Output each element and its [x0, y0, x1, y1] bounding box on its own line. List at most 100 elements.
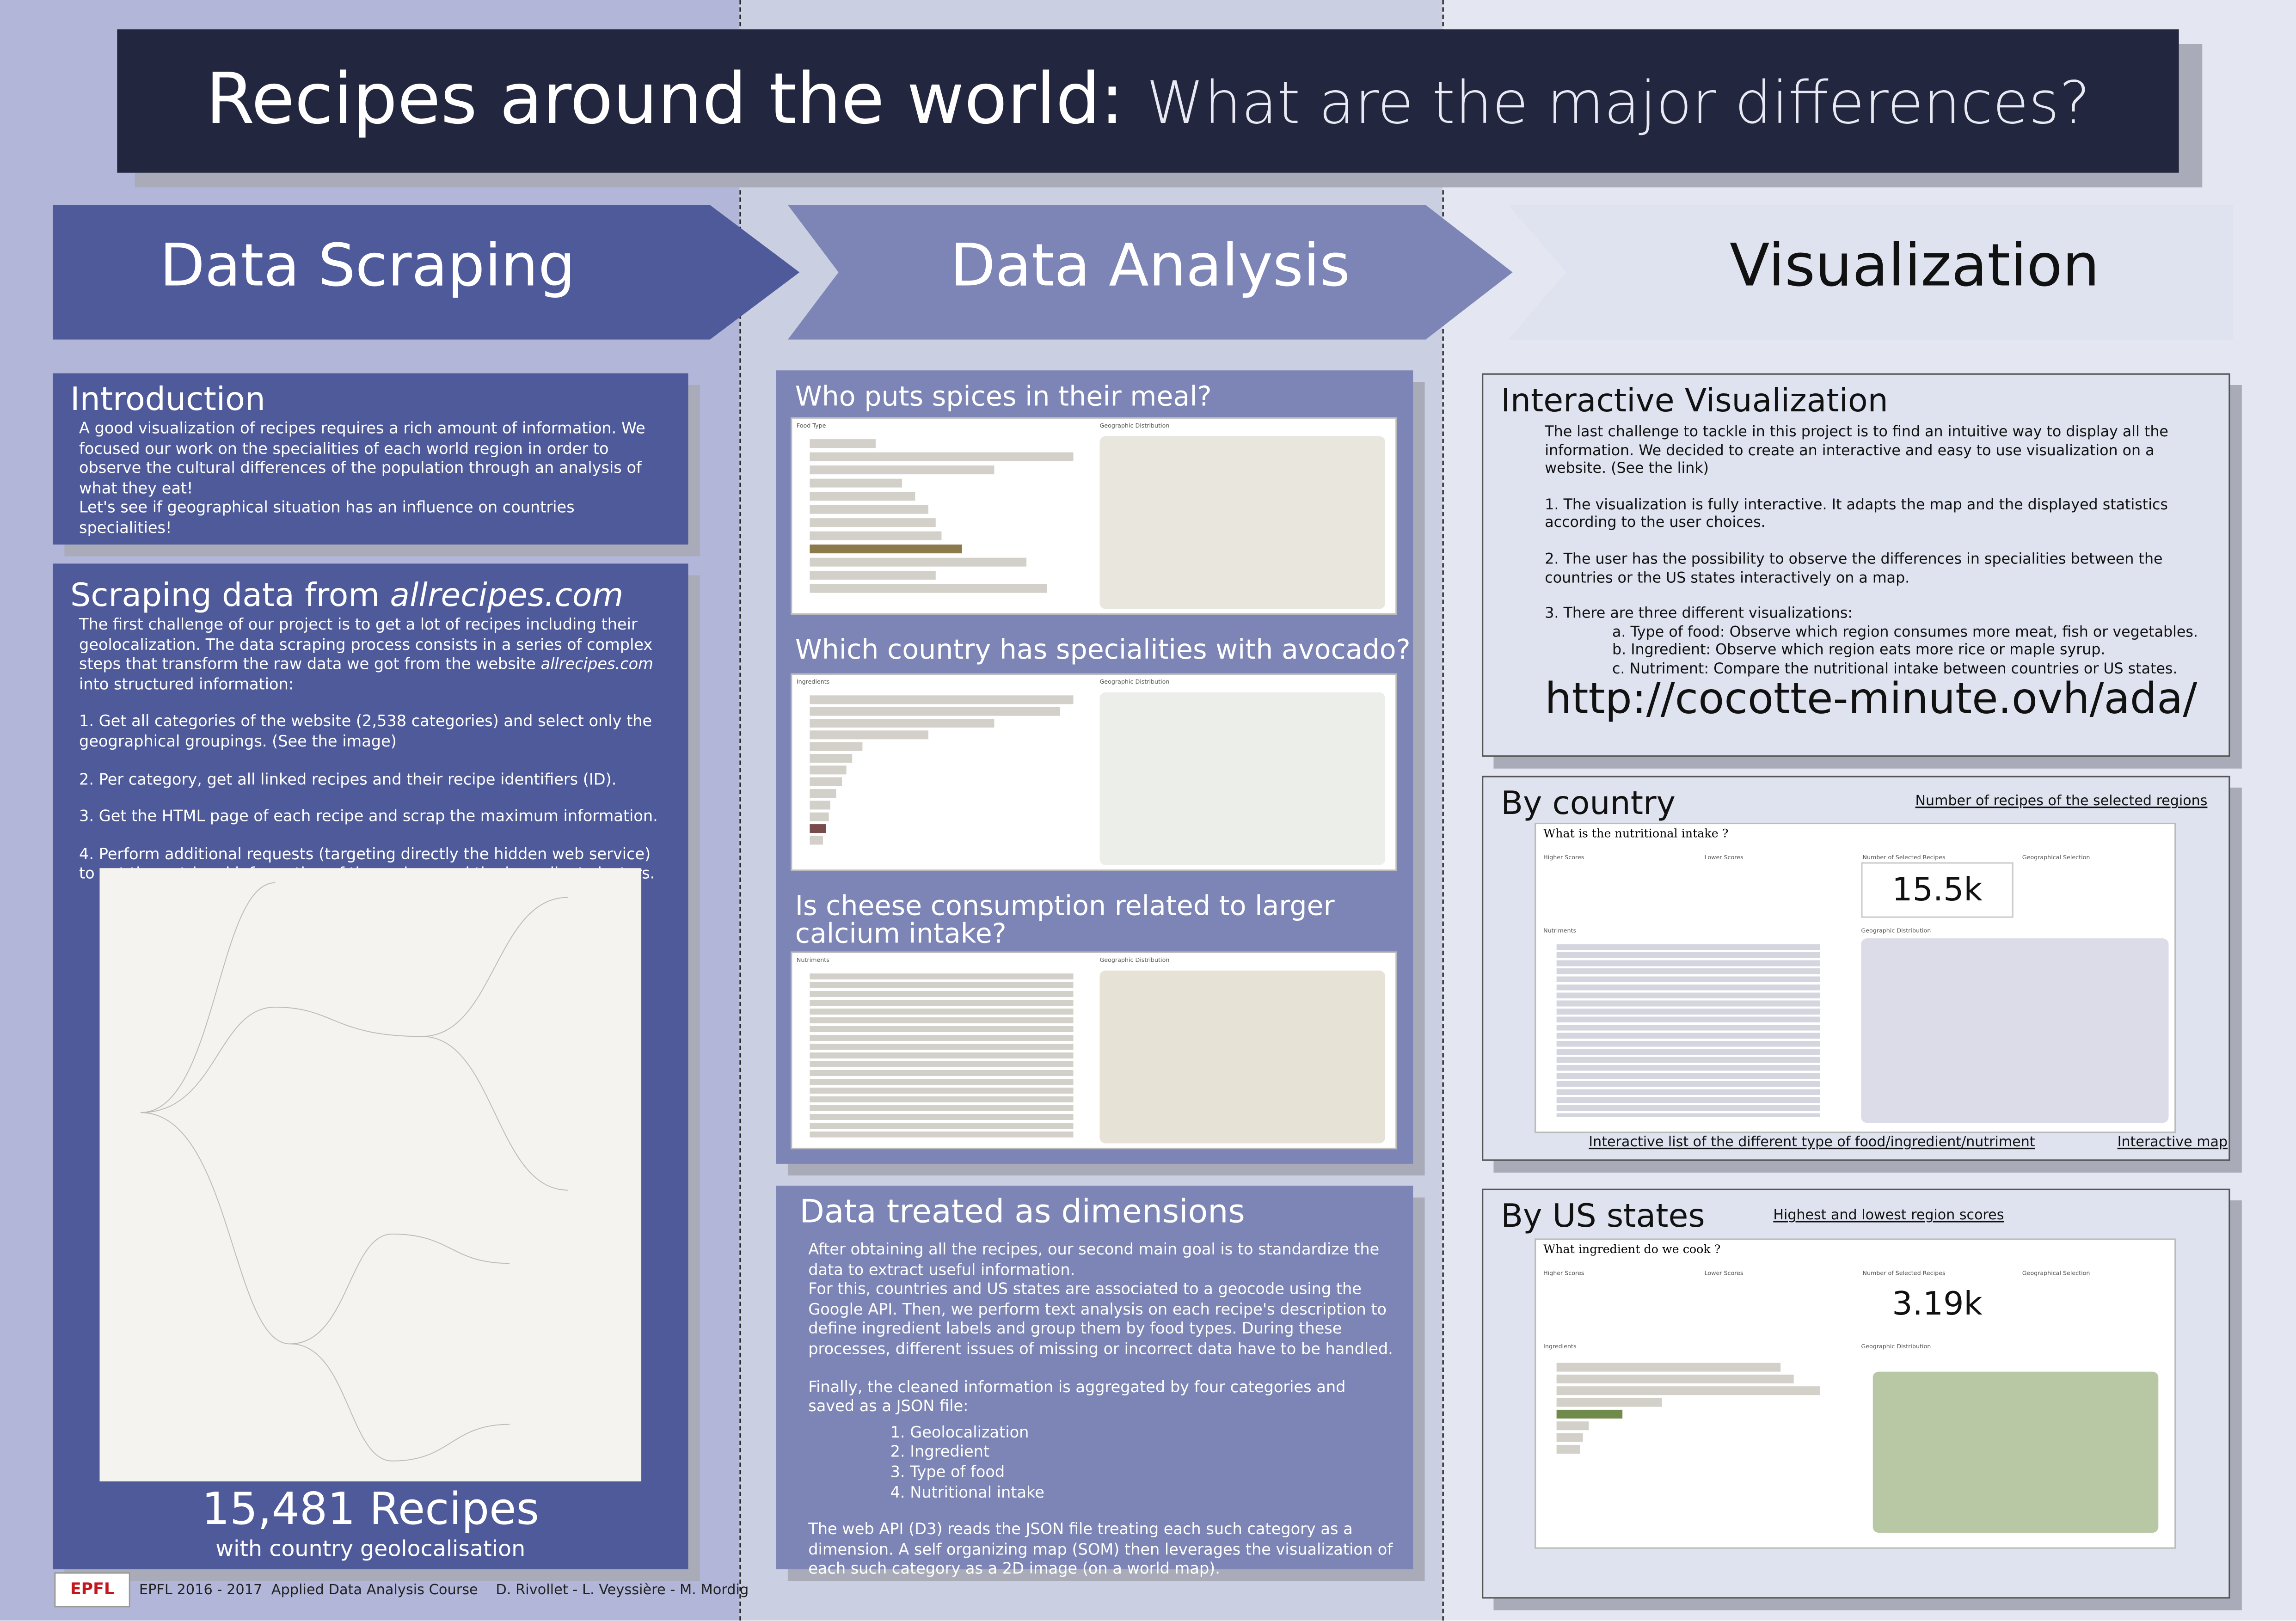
dashboard-label: Lower Scores [1704, 1269, 1743, 1277]
paragraph: After obtaining all the recipes, our sec… [808, 1241, 1380, 1279]
bar-graphic [1556, 1363, 1820, 1454]
sub-list: a. Type of food: Observe which region co… [1612, 625, 2211, 680]
course: EPFL 2016 - 2017 Applied Data Analysis C… [139, 1582, 478, 1599]
map-graphic [1872, 1371, 2159, 1533]
heading-site: allrecipes.com [390, 578, 624, 615]
annotation: Highest and lowest region scores [1773, 1207, 2004, 1224]
chart-screenshot: Nutriments Geographic Distribution [791, 951, 1397, 1150]
step-arrow: Data Scraping [53, 205, 800, 340]
panel-label: Nutriments [796, 956, 829, 963]
dashboard-label: Ingredients [1543, 1342, 1577, 1350]
annotation: Interactive list of the different type o… [1589, 1134, 2035, 1151]
heading: Data treated as dimensions [799, 1194, 1245, 1231]
category-tree [99, 868, 642, 1482]
url[interactable]: http://cocotte-minute.ovh/ada/ [1545, 673, 2198, 723]
dashboard-question: What ingredient do we cook ? [1543, 1242, 1721, 1256]
annotation: Interactive map [2117, 1134, 2228, 1151]
heading: By country [1501, 786, 1676, 823]
dashboard-screenshot: What is the nutritional intake ? Higher … [1535, 822, 2176, 1133]
paragraph: The web API (D3) reads the JSON file tre… [808, 1521, 1393, 1579]
step-label: Data Analysis [950, 232, 1351, 300]
map-graphic [1099, 436, 1386, 609]
bar-graphic [810, 695, 1074, 845]
bar-graphic [810, 973, 1074, 1138]
dashboard-label: Number of Selected Recipes [1862, 1269, 1946, 1277]
dashboard-label: Higher Scores [1543, 853, 1584, 861]
step-label: Data Scraping [160, 232, 576, 300]
heading: By US states [1501, 1199, 1705, 1236]
total-recipes: 15,481 Recipes [202, 1484, 540, 1536]
dashboard-label: Nutriments [1543, 926, 1577, 934]
panel-label: Food Type [796, 422, 826, 429]
dashboard-label: Higher Scores [1543, 1269, 1584, 1277]
panel-label: Ingredients [796, 678, 830, 685]
sub-item: a. Type of food: Observe which region co… [1612, 624, 2198, 641]
list-item: 2. Ingredient [890, 1444, 990, 1462]
introduction-panel: Introduction A good visualization of rec… [53, 373, 688, 545]
map-graphic [1099, 692, 1386, 865]
step-label: Visualization [1729, 232, 2100, 300]
body: The last challenge to tackle in this pro… [1536, 424, 2211, 680]
heading: Scraping data from allrecipes.com [70, 578, 671, 616]
divider [1442, 0, 1444, 1621]
paragraph: A good visualization of recipes requires… [79, 420, 645, 498]
sub-item: c. Nutriment: Compare the nutritional in… [1612, 661, 2178, 678]
visualization-panel: Interactive Visualization The last chall… [1482, 373, 2230, 757]
step-arrow: Data Analysis [787, 205, 1513, 340]
dimensions-panel: Data treated as dimensions After obtaini… [776, 1186, 1413, 1578]
authors: D. Rivollet - L. Veyssière - M. Mordig [496, 1582, 749, 1599]
paragraph: For this, countries and US states are as… [808, 1281, 1393, 1358]
tree-links [141, 882, 568, 1462]
paragraph: Finally, the cleaned information is aggr… [808, 1378, 1346, 1416]
heading: Introduction [70, 382, 265, 419]
dashboard-label: Number of Selected Recipes [1862, 853, 1946, 861]
dashboard-question: What is the nutritional intake ? [1543, 827, 1729, 840]
annotation: Number of recipes of the selected region… [1915, 793, 2208, 810]
list-item: 4. Nutritional intake [890, 1483, 1044, 1501]
paragraph: 1. The visualization is fully interactiv… [1545, 497, 2168, 532]
text: The first challenge of our project is to… [79, 616, 653, 674]
title-bar: Recipes around the world: What are the m… [117, 29, 2179, 173]
map-graphic [1861, 938, 2169, 1123]
dashboard-label: Lower Scores [1704, 853, 1743, 861]
dashboard-label: Geographical Selection [2022, 1269, 2090, 1277]
dashboard-screenshot: What ingredient do we cook ? Higher Scor… [1535, 1238, 2176, 1549]
step-arrow: Visualization [1508, 205, 2233, 340]
divider [739, 0, 741, 1621]
sub-item: b. Ingredient: Observe which region eats… [1612, 643, 2106, 660]
paragraph: Let's see if geographical situation has … [79, 500, 575, 538]
dashboard-label: Geographical Selection [2022, 853, 2090, 861]
title: Recipes around the world: [205, 58, 1124, 141]
text: allrecipes.com [540, 656, 653, 674]
big-number: 15.5k [1861, 862, 2014, 918]
chart-screenshot: Food Type Geographic Distribution [791, 417, 1397, 615]
paragraph: The last challenge to tackle in this pro… [1545, 424, 2168, 478]
paragraph: 3. There are three different visualizati… [1545, 606, 1853, 623]
question: Is cheese consumption related to larger … [795, 891, 1335, 950]
total-caption: with country geolocalisation [215, 1535, 526, 1562]
text: into structured information: [79, 676, 294, 694]
bar-graphic [810, 439, 1074, 593]
paragraph: The first challenge of our project is to… [79, 616, 671, 696]
list-item: 3. Type of food [890, 1463, 1005, 1481]
map-graphic [1099, 970, 1386, 1144]
question: Which country has specialities with avoc… [795, 635, 1411, 667]
chart-screenshot: Ingredients Geographic Distribution [791, 673, 1397, 871]
logo: EPFL [54, 1572, 130, 1608]
big-number: 3.19k [1892, 1286, 1983, 1324]
panel-label: Geographic Distribution [1099, 956, 1170, 963]
subtitle: What are the major differences? [1146, 70, 2091, 138]
step: 3. Get the HTML page of each recipe and … [79, 808, 658, 826]
list-item: 1. Geolocalization [890, 1424, 1029, 1442]
panel-label: Geographic Distribution [1099, 422, 1170, 429]
footer: EPFL 2016 - 2017 Applied Data Analysis C… [139, 1583, 749, 1599]
step: 2. Per category, get all linked recipes … [79, 771, 617, 789]
step: 1. Get all categories of the website (2,… [79, 713, 652, 751]
heading: Interactive Visualization [1501, 383, 1888, 420]
bar-graphic [1556, 944, 1820, 1117]
tree-background [99, 868, 642, 1482]
heading-text: Scraping data from [70, 578, 390, 615]
list: 1. Geolocalization 2. Ingredient 3. Type… [890, 1424, 1396, 1504]
question: Who puts spices in their meal? [795, 382, 1212, 413]
